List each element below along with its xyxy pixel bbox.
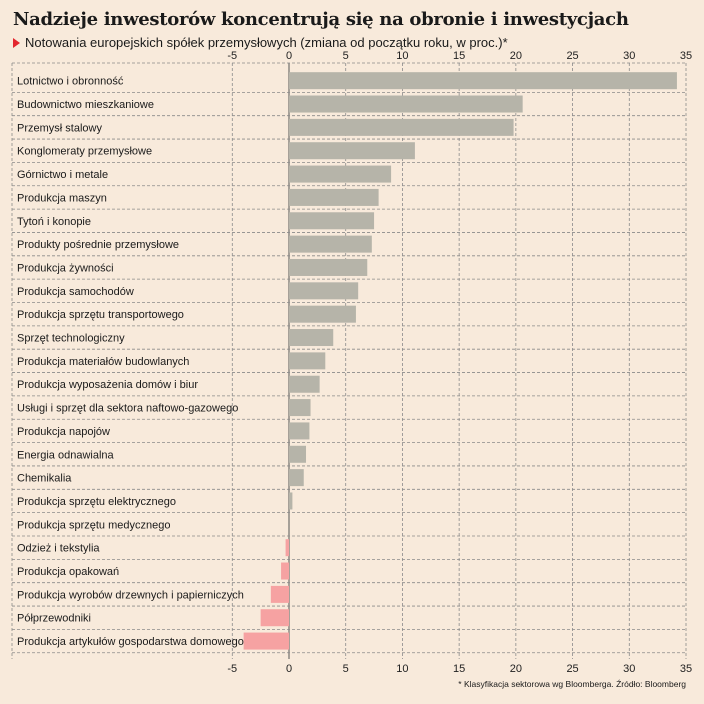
category-label: Energia odnawialna (17, 449, 115, 461)
chart-subtitle: Notowania europejskich spółek przemysłow… (25, 35, 508, 50)
chart-title: Nadzieje inwestorów koncentrują się na o… (13, 9, 629, 30)
category-label: Produkcja sprzętu elektrycznego (17, 496, 176, 508)
bar (289, 329, 334, 347)
bar (289, 469, 304, 487)
x-tick-label-top: -5 (227, 50, 237, 62)
bar (289, 352, 326, 370)
bar (289, 235, 372, 253)
category-label: Tytoń i konopie (17, 216, 91, 228)
category-label: Produkcja materiałów budowlanych (17, 356, 189, 368)
category-label: Produkcja wyrobów drzewnych i papiernicz… (17, 589, 244, 601)
subtitle-row: Notowania europejskich spółek przemysłow… (13, 35, 508, 50)
bar (289, 445, 307, 463)
bar (289, 422, 310, 440)
x-tick-label-top: 5 (343, 50, 349, 62)
x-tick-label-bottom: 0 (286, 663, 292, 675)
bar (289, 188, 379, 206)
bar (270, 585, 289, 603)
x-tick-label-top: 30 (623, 50, 635, 62)
bar (289, 492, 293, 510)
x-tick-label-bottom: 5 (343, 663, 349, 675)
bar (289, 72, 677, 90)
category-label: Produkcja sprzętu medycznego (17, 519, 170, 531)
category-label: Produkcja żywności (17, 262, 114, 274)
x-tick-label-top: 15 (453, 50, 465, 62)
category-label: Produkcja opakowań (17, 566, 119, 578)
bar (243, 632, 289, 650)
category-label: Górnictwo i metale (17, 169, 108, 181)
category-label: Przemysł stalowy (17, 122, 102, 134)
category-label: Produkty pośrednie przemysłowe (17, 239, 179, 251)
bar (289, 305, 356, 323)
bar (289, 212, 375, 230)
x-tick-label-bottom: -5 (227, 663, 237, 675)
category-label: Budownictwo mieszkaniowe (17, 99, 154, 111)
bar (289, 399, 311, 417)
category-label: Usługi i sprzęt dla sektora naftowo-gazo… (17, 403, 238, 415)
bar (289, 95, 523, 113)
x-tick-label-bottom: 10 (396, 663, 408, 675)
x-tick-label-bottom: 30 (623, 663, 635, 675)
category-label: Odzież i tekstylia (17, 543, 100, 555)
x-tick-label-bottom: 25 (566, 663, 578, 675)
x-tick-label-bottom: 35 (680, 663, 692, 675)
bar (260, 609, 289, 627)
x-tick-label-top: 10 (396, 50, 408, 62)
x-tick-label-bottom: 20 (510, 663, 522, 675)
bar (289, 375, 320, 393)
x-tick-label-top: 0 (286, 50, 292, 62)
bar (285, 539, 289, 557)
category-label: Lotnictwo i obronność (17, 76, 124, 88)
category-label: Produkcja samochodów (17, 286, 134, 298)
x-tick-label-top: 20 (510, 50, 522, 62)
bar (289, 282, 359, 300)
bar (289, 118, 514, 136)
bar (289, 258, 368, 276)
category-label: Sprzęt technologiczny (17, 333, 125, 345)
source-footnote: * Klasyfikacja sektorowa wg Bloomberga. … (458, 679, 686, 689)
x-tick-label-top: 25 (566, 50, 578, 62)
x-tick-label-top: 35 (680, 50, 692, 62)
category-label: Konglomeraty przemysłowe (17, 146, 152, 158)
x-tick-label-bottom: 15 (453, 663, 465, 675)
bar (289, 165, 392, 183)
category-label: Produkcja maszyn (17, 192, 107, 204)
red-triangle-marker-icon (13, 37, 20, 48)
category-label: Produkcja wyposażenia domów i biur (17, 379, 198, 391)
bar (281, 562, 289, 580)
category-label: Produkcja artykułów gospodarstwa domoweg… (17, 636, 244, 648)
bar (289, 142, 415, 160)
category-label: Produkcja sprzętu transportowego (17, 309, 184, 321)
category-label: Chemikalia (17, 473, 72, 485)
category-label: Produkcja napojów (17, 426, 110, 438)
category-label: Półprzewodniki (17, 613, 91, 625)
